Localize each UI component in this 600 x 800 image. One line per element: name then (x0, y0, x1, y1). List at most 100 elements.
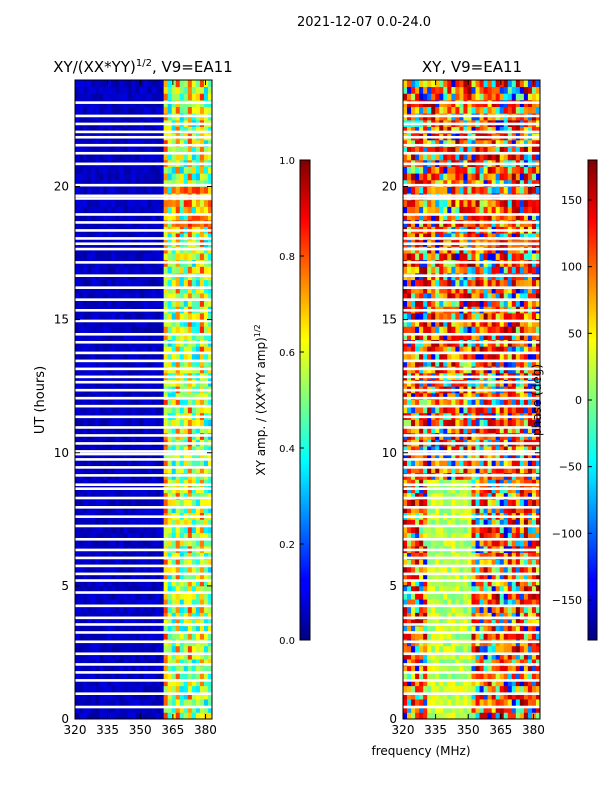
phase-heatmap-cell (439, 492, 444, 500)
phase-heatmap-cell (443, 672, 448, 680)
phase-heatmap-cell (487, 679, 493, 687)
phase-heatmap-cell (531, 652, 537, 660)
flagged-gap (75, 705, 212, 709)
amplitude-heatmap-cell (83, 279, 88, 287)
amplitude-heatmap-cell (187, 712, 193, 720)
phase-heatmap-cell (503, 559, 509, 567)
phase-heatmap-cell (515, 572, 521, 580)
amplitude-heatmap-cell (79, 446, 84, 454)
amplitude-heatmap-cell (171, 699, 177, 707)
amplitude-heatmap-cell (163, 153, 169, 161)
phase-heatmap-cell (447, 519, 452, 527)
phase-heatmap-cell (467, 605, 472, 613)
amplitude-heatmap-cell (163, 346, 169, 354)
amplitude-heatmap-cell (143, 506, 148, 514)
amplitude-heatmap-cell (83, 233, 88, 241)
amplitude-heatmap-cell (83, 585, 88, 593)
amplitude-heatmap-cell (95, 679, 100, 687)
phase-heatmap-cell (411, 605, 416, 613)
amplitude-heatmap-cell (99, 579, 104, 587)
phase-heatmap-cell (439, 572, 444, 580)
amplitude-heatmap-cell (115, 599, 120, 607)
amplitude-heatmap-cell (163, 179, 169, 187)
amplitude-heatmap-cell (95, 80, 100, 88)
amplitude-heatmap-cell (103, 299, 108, 307)
phase-heatmap-cell (411, 692, 416, 700)
amplitude-heatmap-cell (159, 619, 165, 627)
amplitude-heatmap-cell (199, 625, 205, 633)
phase-heatmap-cell (455, 652, 460, 660)
amplitude-heatmap-cell (191, 166, 197, 174)
phase-heatmap-cell (475, 672, 480, 680)
amplitude-heatmap-cell (87, 492, 92, 500)
amplitude-heatmap-cell (143, 299, 148, 307)
amplitude-heatmap-cell (135, 499, 140, 507)
phase-heatmap-cell (451, 652, 456, 660)
amplitude-heatmap-cell (107, 585, 112, 593)
amplitude-heatmap-cell (167, 419, 173, 427)
amplitude-heatmap-cell (167, 106, 173, 114)
phase-heatmap-cell (519, 612, 525, 620)
amplitude-heatmap-cell (103, 352, 108, 360)
amplitude-heatmap-cell (75, 233, 80, 241)
amplitude-heatmap-cell (203, 645, 209, 653)
phase-heatmap-cell (507, 712, 513, 720)
phase-heatmap-cell (439, 452, 444, 460)
amplitude-heatmap-cell (203, 565, 209, 573)
phase-heatmap-cell (403, 672, 408, 680)
phase-heatmap-cell (463, 406, 468, 414)
amplitude-heatmap-cell (119, 506, 124, 514)
phase-heatmap-cell (527, 692, 533, 700)
amplitude-heatmap-cell (187, 672, 193, 680)
amplitude-heatmap-cell (95, 319, 100, 327)
amplitude-heatmap-cell (147, 552, 152, 560)
phase-heatmap-cell (507, 585, 513, 593)
phase-heatmap-cell (403, 446, 408, 454)
amplitude-heatmap-cell (91, 352, 96, 360)
amplitude-heatmap-cell (175, 492, 181, 500)
amplitude-heatmap-cell (195, 93, 201, 101)
amplitude-heatmap-cell (163, 685, 169, 693)
amplitude-heatmap-cell (191, 126, 197, 134)
amplitude-heatmap-cell (199, 705, 205, 713)
amplitude-heatmap-cell (103, 525, 108, 534)
amplitude-heatmap-cell (75, 392, 80, 400)
phase-heatmap-cell (495, 572, 501, 580)
amplitude-heatmap-cell (119, 352, 124, 360)
phase-heatmap-cell (531, 612, 537, 620)
phase-heatmap-cell (415, 539, 420, 547)
phase-heatmap-cell (507, 552, 513, 560)
amplitude-heatmap-cell (199, 659, 205, 667)
phase-heatmap-cell (407, 665, 412, 673)
amplitude-heatmap-cell (179, 266, 185, 274)
amplitude-heatmap-cell (107, 506, 112, 514)
amplitude-heatmap-cell (203, 619, 209, 627)
amplitude-heatmap-cell (191, 705, 197, 713)
amplitude-heatmap-cell (127, 659, 132, 667)
phase-heatmap-cell (459, 672, 464, 680)
phase-heatmap-cell (495, 579, 501, 587)
amplitude-heatmap-cell (143, 519, 148, 527)
phase-heatmap-cell (403, 572, 408, 580)
amplitude-heatmap-cell (175, 139, 181, 147)
amplitude-heatmap-cell (111, 312, 116, 321)
phase-heatmap-cell (403, 679, 408, 687)
amplitude-heatmap-cell (127, 426, 132, 434)
phase-heatmap-cell (459, 592, 464, 600)
amplitude-heatmap-cell (83, 146, 88, 154)
phase-heatmap-cell (535, 499, 541, 507)
amplitude-heatmap-cell (75, 312, 80, 321)
phase-heatmap-cell (499, 632, 505, 640)
phase-heatmap-cell (535, 565, 541, 573)
amplitude-heatmap-cell (111, 293, 116, 301)
phase-heatmap-cell (443, 619, 448, 627)
amplitude-heatmap-cell (103, 532, 108, 540)
phase-heatmap-cell (411, 699, 416, 707)
amplitude-heatmap-cell (127, 406, 132, 414)
amplitude-heatmap-cell (99, 279, 104, 287)
phase-heatmap-cell (475, 466, 480, 474)
amplitude-heatmap-cell (107, 93, 112, 101)
amplitude-heatmap-cell (95, 625, 100, 633)
amplitude-heatmap-cell (167, 692, 173, 700)
amplitude-heatmap-cell (115, 86, 120, 94)
